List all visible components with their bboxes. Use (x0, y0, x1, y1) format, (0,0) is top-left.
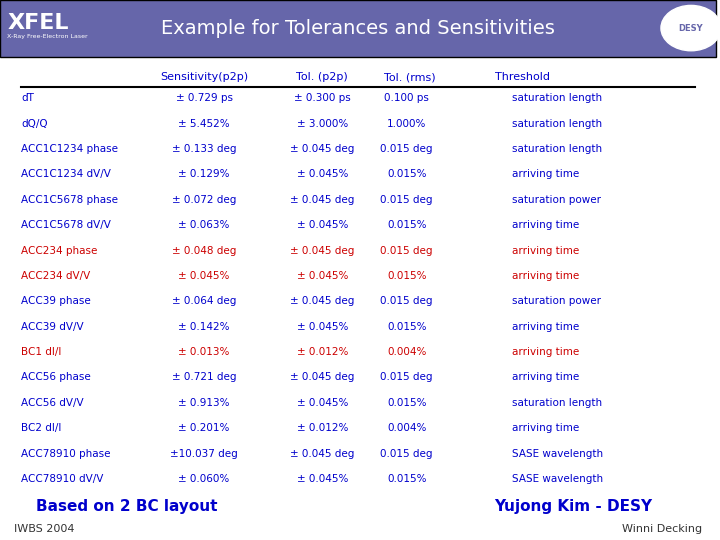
Text: ACC1C1234 dV/V: ACC1C1234 dV/V (22, 170, 112, 179)
Text: BC1 dI/I: BC1 dI/I (22, 347, 62, 357)
Text: ± 3.000%: ± 3.000% (297, 119, 348, 129)
Text: Tol. (rms): Tol. (rms) (384, 72, 436, 82)
Text: ± 0.729 ps: ± 0.729 ps (176, 93, 233, 103)
Text: ACC78910 phase: ACC78910 phase (22, 449, 111, 458)
Text: ± 0.045 deg: ± 0.045 deg (290, 246, 354, 255)
Text: Winni Decking: Winni Decking (621, 524, 702, 534)
Text: 0.015%: 0.015% (387, 220, 426, 230)
Text: ACC78910 dV/V: ACC78910 dV/V (22, 474, 104, 484)
Text: ACC39 dV/V: ACC39 dV/V (22, 322, 84, 332)
Text: ± 0.045%: ± 0.045% (297, 220, 348, 230)
Text: ± 0.201%: ± 0.201% (179, 423, 230, 433)
Text: Tol. (p2p): Tol. (p2p) (297, 72, 348, 82)
Text: 0.015%: 0.015% (387, 474, 426, 484)
Text: IWBS 2004: IWBS 2004 (14, 524, 75, 534)
Text: arriving time: arriving time (512, 373, 580, 382)
Text: XFEL: XFEL (7, 13, 68, 33)
Text: ± 0.045 deg: ± 0.045 deg (290, 144, 354, 154)
Text: 0.015%: 0.015% (387, 398, 426, 408)
Text: BC2 dI/I: BC2 dI/I (22, 423, 62, 433)
Text: ± 0.072 deg: ± 0.072 deg (172, 195, 236, 205)
Text: ± 0.045 deg: ± 0.045 deg (290, 195, 354, 205)
Text: ± 0.142%: ± 0.142% (179, 322, 230, 332)
Text: Example for Tolerances and Sensitivities: Example for Tolerances and Sensitivities (161, 18, 555, 38)
FancyBboxPatch shape (0, 0, 716, 57)
Text: arriving time: arriving time (512, 347, 580, 357)
Text: 0.015%: 0.015% (387, 271, 426, 281)
Text: arriving time: arriving time (512, 423, 580, 433)
Text: ACC1C1234 phase: ACC1C1234 phase (22, 144, 119, 154)
Text: saturation length: saturation length (512, 119, 602, 129)
Text: arriving time: arriving time (512, 220, 580, 230)
Text: 0.004%: 0.004% (387, 423, 426, 433)
Text: ± 0.045%: ± 0.045% (297, 170, 348, 179)
Text: ± 0.045 deg: ± 0.045 deg (290, 449, 354, 458)
Circle shape (661, 5, 720, 51)
Text: ± 0.045%: ± 0.045% (297, 322, 348, 332)
Text: 1.000%: 1.000% (387, 119, 426, 129)
Text: X-Ray Free-Electron Laser: X-Ray Free-Electron Laser (7, 34, 88, 39)
Text: ± 0.045%: ± 0.045% (179, 271, 230, 281)
Text: dQ/Q: dQ/Q (22, 119, 48, 129)
Text: ± 0.129%: ± 0.129% (179, 170, 230, 179)
Text: ± 0.012%: ± 0.012% (297, 423, 348, 433)
Text: ± 0.045 deg: ± 0.045 deg (290, 373, 354, 382)
Text: 0.015 deg: 0.015 deg (380, 449, 433, 458)
Text: arriving time: arriving time (512, 246, 580, 255)
Text: 0.015 deg: 0.015 deg (380, 373, 433, 382)
Text: ± 5.452%: ± 5.452% (179, 119, 230, 129)
Text: ACC234 dV/V: ACC234 dV/V (22, 271, 91, 281)
Text: arriving time: arriving time (512, 322, 580, 332)
Text: ACC56 dV/V: ACC56 dV/V (22, 398, 84, 408)
Text: Threshold: Threshold (495, 72, 550, 82)
Text: ± 0.045%: ± 0.045% (297, 398, 348, 408)
Text: ACC39 phase: ACC39 phase (22, 296, 91, 306)
Text: ± 0.012%: ± 0.012% (297, 347, 348, 357)
Text: ±10.037 deg: ±10.037 deg (170, 449, 238, 458)
Text: SASE wavelength: SASE wavelength (512, 449, 603, 458)
Text: 0.015 deg: 0.015 deg (380, 195, 433, 205)
Text: ± 0.063%: ± 0.063% (179, 220, 230, 230)
Text: dT: dT (22, 93, 35, 103)
Text: ± 0.013%: ± 0.013% (179, 347, 230, 357)
Text: ACC56 phase: ACC56 phase (22, 373, 91, 382)
Text: ± 0.045 deg: ± 0.045 deg (290, 296, 354, 306)
Text: 0.100 ps: 0.100 ps (384, 93, 429, 103)
Text: 0.004%: 0.004% (387, 347, 426, 357)
Text: ± 0.913%: ± 0.913% (179, 398, 230, 408)
Text: ACC1C5678 dV/V: ACC1C5678 dV/V (22, 220, 112, 230)
Text: saturation power: saturation power (512, 296, 601, 306)
Text: 0.015 deg: 0.015 deg (380, 246, 433, 255)
Text: 0.015 deg: 0.015 deg (380, 296, 433, 306)
Text: ± 0.045%: ± 0.045% (297, 474, 348, 484)
Text: ± 0.045%: ± 0.045% (297, 271, 348, 281)
Text: saturation length: saturation length (512, 93, 602, 103)
Text: ± 0.721 deg: ± 0.721 deg (172, 373, 236, 382)
Text: 0.015%: 0.015% (387, 170, 426, 179)
Text: ± 0.048 deg: ± 0.048 deg (172, 246, 236, 255)
Text: ± 0.300 ps: ± 0.300 ps (294, 93, 351, 103)
Text: saturation power: saturation power (512, 195, 601, 205)
Text: arriving time: arriving time (512, 170, 580, 179)
Text: DESY: DESY (679, 24, 703, 32)
Text: SASE wavelength: SASE wavelength (512, 474, 603, 484)
Text: ± 0.060%: ± 0.060% (179, 474, 230, 484)
Text: ACC234 phase: ACC234 phase (22, 246, 98, 255)
Text: 0.015 deg: 0.015 deg (380, 144, 433, 154)
Text: saturation length: saturation length (512, 144, 602, 154)
Text: Based on 2 BC layout: Based on 2 BC layout (36, 499, 217, 514)
Text: ± 0.133 deg: ± 0.133 deg (172, 144, 236, 154)
Text: 0.015%: 0.015% (387, 322, 426, 332)
Text: ± 0.064 deg: ± 0.064 deg (172, 296, 236, 306)
Text: Yujong Kim - DESY: Yujong Kim - DESY (494, 499, 652, 514)
Text: arriving time: arriving time (512, 271, 580, 281)
Text: ACC1C5678 phase: ACC1C5678 phase (22, 195, 119, 205)
Text: saturation length: saturation length (512, 398, 602, 408)
Text: Sensitivity(p2p): Sensitivity(p2p) (160, 72, 248, 82)
